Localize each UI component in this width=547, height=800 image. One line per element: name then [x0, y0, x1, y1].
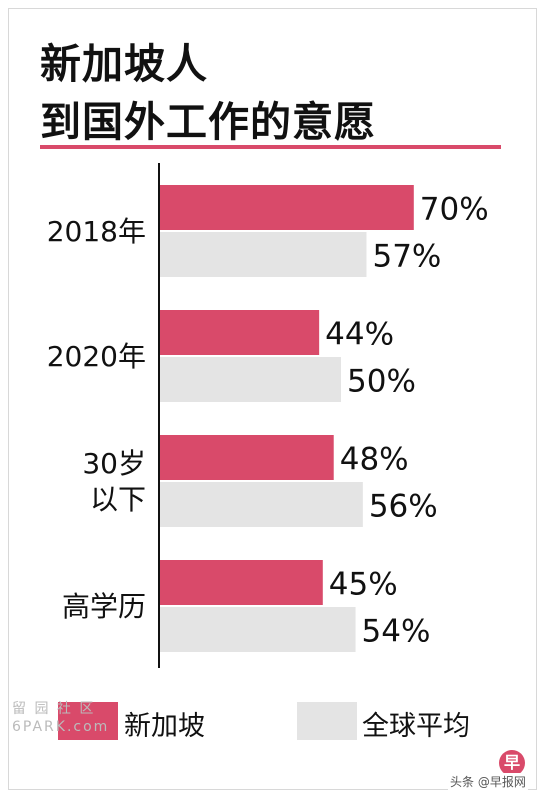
data-label-global-0: 57%: [372, 239, 441, 275]
category-label-2-0: 30岁: [82, 447, 146, 480]
legend-swatch-global: [297, 702, 357, 740]
category-label-1-0: 2020年: [47, 340, 146, 373]
data-label-singapore-1: 44%: [325, 317, 394, 353]
category-label-3-0: 高学历: [62, 590, 146, 623]
bar-singapore-1: [159, 310, 320, 355]
data-label-global-1: 50%: [347, 364, 416, 400]
bar-global-2: [159, 482, 363, 527]
bar-singapore-2: [159, 435, 334, 480]
data-label-global-3: 54%: [362, 614, 431, 650]
bar-singapore-0: [159, 185, 414, 230]
bar-global-1: [159, 357, 341, 402]
data-label-singapore-0: 70%: [420, 192, 489, 228]
chart-title-line2: 到国外工作的意愿: [40, 98, 376, 146]
bar-global-3: [159, 607, 356, 652]
chart-title-line1: 新加坡人: [40, 40, 208, 88]
title-underline: [40, 145, 501, 149]
bar-singapore-3: [159, 560, 323, 605]
category-label-0-0: 2018年: [47, 215, 146, 248]
category-label-2-1: 以下: [90, 483, 146, 516]
legend-label-singapore: 新加坡: [124, 711, 205, 742]
watermark-line1: 留 园 社 区: [12, 701, 96, 717]
data-label-singapore-3: 45%: [329, 567, 398, 603]
figure-frame: [8, 8, 537, 790]
data-label-singapore-2: 48%: [340, 442, 409, 478]
watermark-line2: 6PARK.com: [12, 719, 110, 735]
data-label-global-2: 56%: [369, 489, 438, 525]
watermark: 留 园 社 区 6PARK.com: [12, 700, 109, 736]
legend-swatch-singapore: [58, 702, 118, 740]
zaobao-logo-icon: 早: [499, 750, 525, 776]
source-credit: 头条 @早报网: [448, 773, 528, 790]
bar-global-0: [159, 232, 367, 277]
legend-label-global: 全球平均: [362, 711, 470, 742]
